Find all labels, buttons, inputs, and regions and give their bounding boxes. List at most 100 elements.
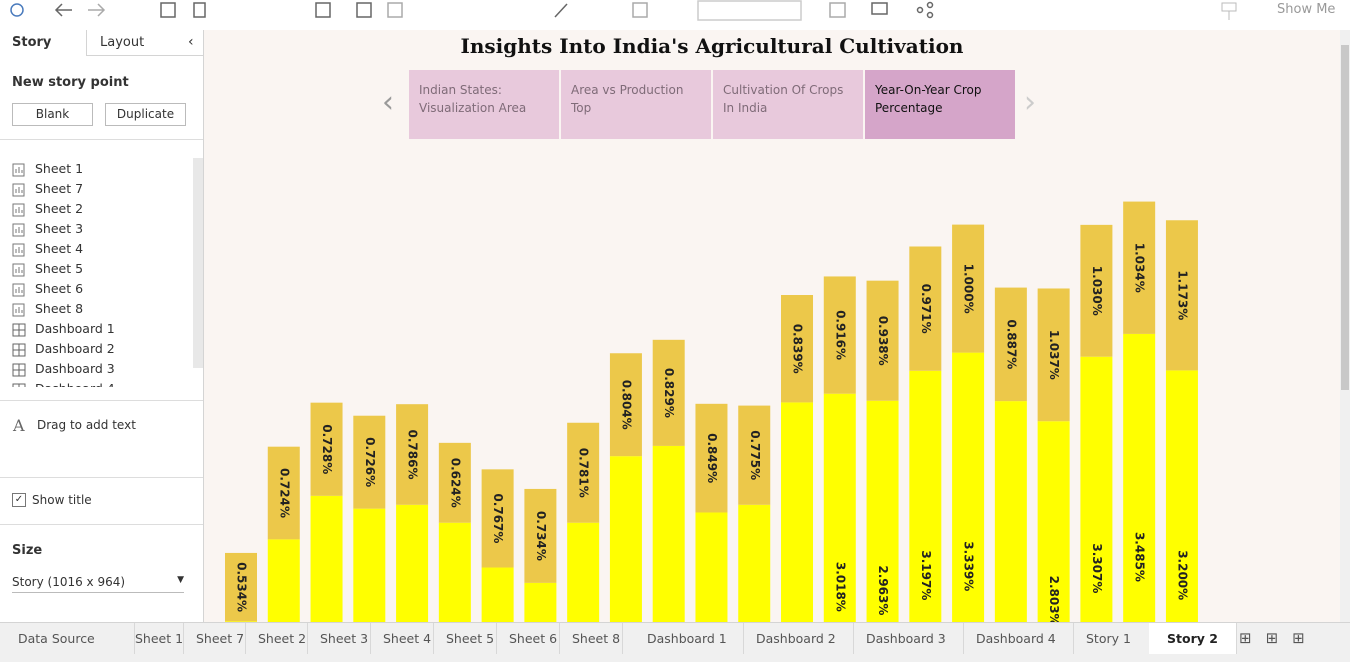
sheet-tab[interactable]: Sheet 2 [252, 623, 308, 654]
value-label: 3.339% [962, 541, 976, 591]
bar-segment [1123, 333, 1156, 622]
scrollbar [1340, 30, 1350, 622]
bar-segment [1165, 220, 1198, 371]
bar-segment [695, 512, 728, 622]
value-label: 0.624% [448, 458, 462, 508]
bar-segment [310, 402, 343, 496]
layout-tab[interactable]: Layout [86, 30, 203, 56]
sheet-tab[interactable]: Dashboard 2 [738, 623, 854, 654]
bar-segment [1037, 421, 1070, 622]
value-label: 0.724% [277, 468, 291, 518]
value-label: 0.781% [577, 448, 591, 498]
bar-segment [952, 224, 985, 353]
bar-segment [781, 295, 814, 403]
sheet-list: Sheet 1 Sheet 7 Sheet 2 Sheet 3 Sheet 4 Sheet… [0, 158, 193, 387]
sheet-name: Sheet 3 [35, 221, 84, 236]
sheet-name: Dashboard 1 [35, 321, 115, 336]
tab-label: Sheet 8 [572, 631, 621, 646]
sheet-item[interactable]: Sheet 2 [12, 199, 83, 219]
value-label: 0.938% [876, 316, 890, 366]
toolbar-icons [10, 0, 934, 21]
sheet-item[interactable]: Sheet 5 [12, 259, 83, 279]
sheet-item[interactable]: Sheet 4 [12, 239, 83, 259]
bar-segment [1080, 224, 1113, 357]
story-point[interactable]: Indian States: Visualization Area [409, 70, 559, 139]
tab-label: Sheet 6 [509, 631, 558, 646]
value-label: 0.971% [919, 284, 933, 334]
tab-label: Story 1 [1086, 631, 1131, 646]
bar-segment [994, 287, 1027, 402]
size-dropdown[interactable]: Story (1016 x 964) ▼ [12, 575, 184, 593]
bar-segment [396, 504, 429, 622]
story-point[interactable]: Year-On-Year Crop Percentage [865, 70, 1015, 139]
value-label: 3.200% [1175, 550, 1189, 600]
next-arrow[interactable]: › [1024, 85, 1036, 120]
sheet-name: Sheet 2 [35, 201, 84, 216]
sheet-item[interactable]: Dashboard 3 [12, 359, 115, 379]
sheet-item[interactable]: Sheet 1 [12, 159, 83, 179]
sheet-name: Dashboard 3 [35, 361, 115, 376]
tab-label: Sheet 2 [258, 631, 307, 646]
sheet-item[interactable]: Sheet 8 [12, 299, 83, 319]
tab-label: Story 2 [1167, 631, 1218, 646]
bar-segment [524, 488, 557, 583]
sheet-tab[interactable]: Sheet 5 [440, 623, 497, 654]
sheet-tab[interactable]: Dashboard 1 [629, 623, 744, 654]
bar-segment [396, 404, 429, 505]
text-icon: A [13, 416, 25, 435]
sheet-item[interactable]: Sheet 6 [12, 279, 83, 299]
value-label: 2.803% [1047, 576, 1061, 622]
duplicate-button[interactable]: Duplicate [105, 103, 186, 126]
sheet-tab[interactable]: Sheet 1 [129, 623, 184, 654]
collapse-arrow[interactable]: ‹ [188, 34, 194, 50]
tab-label: Sheet 7 [196, 631, 245, 646]
value-label: 0.767% [491, 493, 505, 543]
bar-segment [481, 469, 514, 568]
new-story-point: New story point [12, 75, 129, 90]
bar-segment [994, 401, 1027, 622]
story-tab[interactable]: Story [0, 30, 86, 56]
sheet-item[interactable]: Sheet 7 [12, 179, 83, 199]
bar-segment [353, 415, 386, 509]
sheet-item[interactable]: Dashboard 2 [12, 339, 115, 359]
sheet-tab[interactable]: Dashboard 3 [848, 623, 964, 654]
sheet-tab[interactable]: Story 1 [1068, 623, 1155, 654]
bar-segment [1123, 201, 1156, 334]
bar-segment [652, 445, 685, 622]
sheet-tab[interactable]: Sheet 3 [314, 623, 371, 654]
bar-segment [823, 276, 856, 394]
sheet-item[interactable]: Dashboard 4 [12, 379, 115, 387]
story-point[interactable]: Cultivation Of Crops In India [713, 70, 863, 139]
sheet-tab[interactable]: Sheet 8 [566, 623, 623, 654]
bar-segment [1080, 356, 1113, 622]
prev-arrow[interactable]: ‹ [382, 85, 394, 120]
sheet-tab[interactable]: Sheet 7 [190, 623, 246, 654]
value-label: 1.000% [962, 264, 976, 314]
story-point[interactable]: Area vs Production Top [561, 70, 711, 139]
sheet-name: Sheet 1 [35, 161, 84, 176]
tab-label: Data Source [18, 631, 95, 646]
sheet-item[interactable]: Sheet 3 [12, 219, 83, 239]
sheet-name: Sheet 7 [35, 181, 84, 196]
bar-segment [695, 403, 728, 513]
show-title-checkbox[interactable]: ✓ [12, 493, 26, 507]
sheet-tab[interactable]: Sheet 6 [503, 623, 560, 654]
value-label: 0.534% [235, 562, 249, 612]
sheet-tab[interactable]: Sheet 4 [377, 623, 434, 654]
show-me[interactable]: Show Me [1277, 2, 1336, 17]
new-tab-buttons[interactable]: ⊞⊞⊞ [1239, 629, 1319, 647]
sheet-tab[interactable]: Dashboard 4 [958, 623, 1074, 654]
scrollbar [193, 158, 203, 368]
bar-segment [1165, 370, 1198, 622]
drag-to-add-text[interactable]: Drag to add text [37, 418, 136, 432]
story-panel: Story Layout ‹ New story point Blank Dup… [0, 30, 204, 622]
bar-segment [225, 552, 257, 622]
value-label: 0.849% [705, 433, 719, 483]
sheet-item[interactable]: Dashboard 1 [12, 319, 115, 339]
sheet-tab[interactable]: Data Source [0, 623, 135, 654]
bar-segment [866, 280, 899, 401]
blank-button[interactable]: Blank [12, 103, 93, 126]
bar-segment [781, 402, 814, 622]
sheet-tab[interactable]: Story 2 [1149, 623, 1237, 654]
